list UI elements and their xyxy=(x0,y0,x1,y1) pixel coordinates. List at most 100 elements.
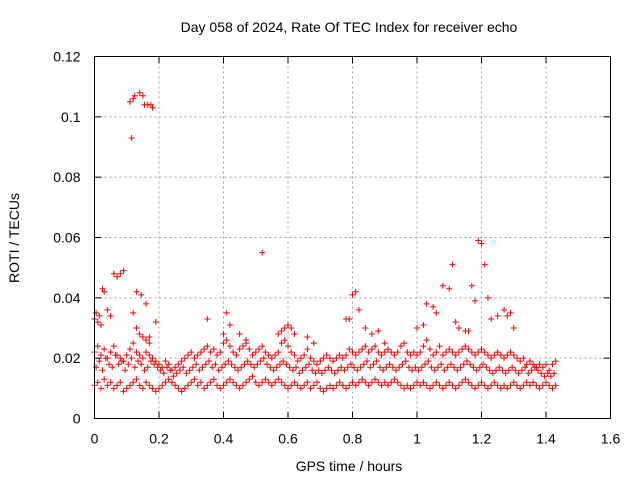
data-point xyxy=(449,349,456,356)
data-point xyxy=(175,385,182,392)
data-point xyxy=(191,355,198,362)
data-point xyxy=(94,379,101,386)
data-point xyxy=(393,367,400,374)
data-point xyxy=(431,367,438,374)
data-point xyxy=(322,367,329,374)
data-point xyxy=(214,382,221,389)
data-point xyxy=(104,306,111,313)
data-point xyxy=(99,285,106,292)
data-point xyxy=(502,370,509,377)
data-point xyxy=(178,388,185,395)
data-point xyxy=(107,312,114,319)
data-point xyxy=(136,89,143,96)
data-point xyxy=(430,303,437,310)
chart-title: Day 058 of 2024, Rate Of TEC Index for r… xyxy=(181,19,518,35)
data-point xyxy=(338,364,345,371)
data-point xyxy=(433,349,440,356)
data-point xyxy=(310,382,317,389)
data-point xyxy=(468,282,475,289)
data-point xyxy=(438,361,445,368)
data-point xyxy=(488,315,495,322)
data-point xyxy=(239,382,246,389)
data-point xyxy=(139,355,146,362)
data-point xyxy=(525,370,532,377)
data-point xyxy=(157,367,164,374)
data-point xyxy=(226,376,233,383)
data-point xyxy=(520,382,527,389)
data-point xyxy=(352,288,359,295)
data-point xyxy=(381,349,388,356)
data-point xyxy=(365,382,372,389)
data-point xyxy=(510,352,517,359)
data-point xyxy=(552,358,559,365)
data-point xyxy=(122,367,129,374)
x-tick-label: 1 xyxy=(413,431,421,447)
data-point xyxy=(497,352,504,359)
data-point xyxy=(501,355,508,362)
data-point xyxy=(523,379,530,386)
data-point xyxy=(331,370,338,377)
data-point xyxy=(131,364,138,371)
data-point xyxy=(407,385,414,392)
data-point xyxy=(236,331,243,338)
data-point xyxy=(202,361,209,368)
data-point xyxy=(128,134,135,141)
data-point xyxy=(447,361,454,368)
data-point xyxy=(97,352,104,359)
data-point xyxy=(449,261,456,268)
data-point xyxy=(394,349,401,356)
data-point xyxy=(297,385,304,392)
data-point xyxy=(207,379,214,386)
data-point xyxy=(123,385,130,392)
data-point xyxy=(288,325,295,331)
data-point xyxy=(323,385,330,392)
data-point xyxy=(355,349,362,356)
data-point xyxy=(443,349,450,356)
data-point xyxy=(434,364,441,371)
data-point xyxy=(233,352,240,359)
data-point xyxy=(475,382,482,389)
data-point xyxy=(225,358,232,365)
data-point xyxy=(188,379,195,386)
data-point xyxy=(510,325,517,331)
data-point xyxy=(468,349,475,356)
data-point xyxy=(346,382,353,389)
data-point xyxy=(220,331,227,338)
data-point xyxy=(130,95,137,102)
data-point xyxy=(488,355,495,362)
data-point xyxy=(107,349,114,356)
data-point xyxy=(362,379,369,386)
data-point xyxy=(551,370,558,377)
x-tick-label: 0.4 xyxy=(214,431,234,447)
x-tick-label: 0.2 xyxy=(149,431,169,447)
data-point xyxy=(104,355,111,362)
data-point xyxy=(305,361,312,368)
data-point xyxy=(101,346,108,353)
data-point xyxy=(304,334,311,341)
x-tick-labels: 0 0.2 0.4 0.6 0.8 1 1.2 1.4 1.6 xyxy=(91,431,621,447)
data-point xyxy=(375,349,382,356)
data-point xyxy=(494,312,501,319)
data-point xyxy=(301,352,308,359)
data-point xyxy=(94,343,101,350)
data-point xyxy=(285,321,291,328)
data-point xyxy=(480,361,487,368)
data-point xyxy=(183,370,190,377)
data-point xyxy=(478,346,485,353)
data-point xyxy=(523,361,530,368)
data-point xyxy=(246,346,253,353)
data-point xyxy=(233,382,240,389)
data-point xyxy=(267,364,274,371)
data-point xyxy=(517,385,524,392)
data-point xyxy=(146,334,153,341)
data-point xyxy=(414,379,420,386)
data-point xyxy=(120,388,127,395)
data-point xyxy=(378,352,385,359)
data-point xyxy=(149,104,156,111)
data-point xyxy=(472,297,479,304)
data-point xyxy=(107,379,114,386)
data-point xyxy=(397,382,404,389)
data-point xyxy=(415,367,422,374)
data-point xyxy=(230,379,237,386)
data-point xyxy=(346,346,353,353)
